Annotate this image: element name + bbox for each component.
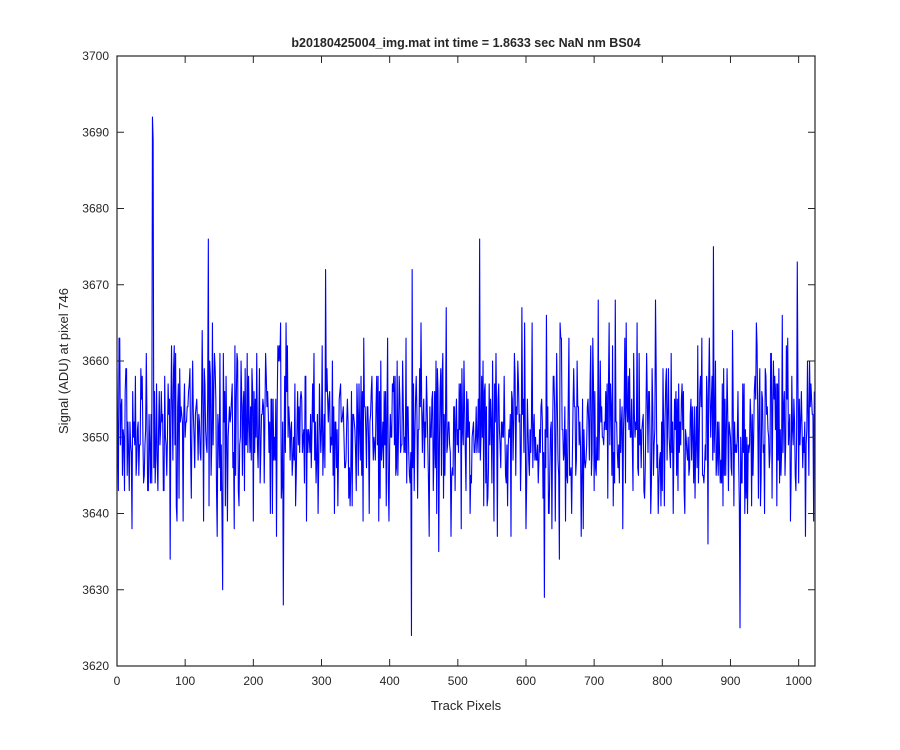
series-layer bbox=[116, 116, 815, 637]
y-tick-label: 3690 bbox=[82, 125, 109, 139]
y-tick-label: 3680 bbox=[82, 202, 109, 216]
y-tick-label: 3630 bbox=[82, 583, 109, 597]
x-tick-label: 900 bbox=[720, 674, 740, 688]
x-axis-label: Track Pixels bbox=[431, 698, 502, 713]
y-axis-label: Signal (ADU) at pixel 746 bbox=[56, 288, 71, 434]
y-tick-label: 3620 bbox=[82, 659, 109, 673]
x-tick-label: 800 bbox=[652, 674, 672, 688]
x-tick-label: 400 bbox=[380, 674, 400, 688]
ticks-layer: 0 100 200 300 400 500 600 700 800 900 1000 3620 3630… bbox=[82, 49, 815, 688]
series-line bbox=[116, 116, 815, 637]
x-tick-label: 300 bbox=[311, 674, 331, 688]
x-tick-label: 200 bbox=[243, 674, 263, 688]
chart-title: b20180425004_img.mat int time = 1.8633 s… bbox=[291, 36, 640, 50]
y-tick-label: 3670 bbox=[82, 278, 109, 292]
x-tick-label: 0 bbox=[114, 674, 121, 688]
y-tick-label: 3650 bbox=[82, 430, 109, 444]
axes-background bbox=[117, 56, 815, 666]
y-tick-label: 3700 bbox=[82, 49, 109, 63]
x-tick-label: 500 bbox=[448, 674, 468, 688]
x-tick-label: 600 bbox=[516, 674, 536, 688]
x-tick-label: 1000 bbox=[785, 674, 812, 688]
y-tick-label: 3660 bbox=[82, 354, 109, 368]
y-tick-label: 3640 bbox=[82, 507, 109, 521]
plot-area: 0 100 200 300 400 500 600 700 800 900 1000 3620 3630… bbox=[82, 49, 816, 688]
x-tick-label: 700 bbox=[584, 674, 604, 688]
x-tick-label: 100 bbox=[175, 674, 195, 688]
